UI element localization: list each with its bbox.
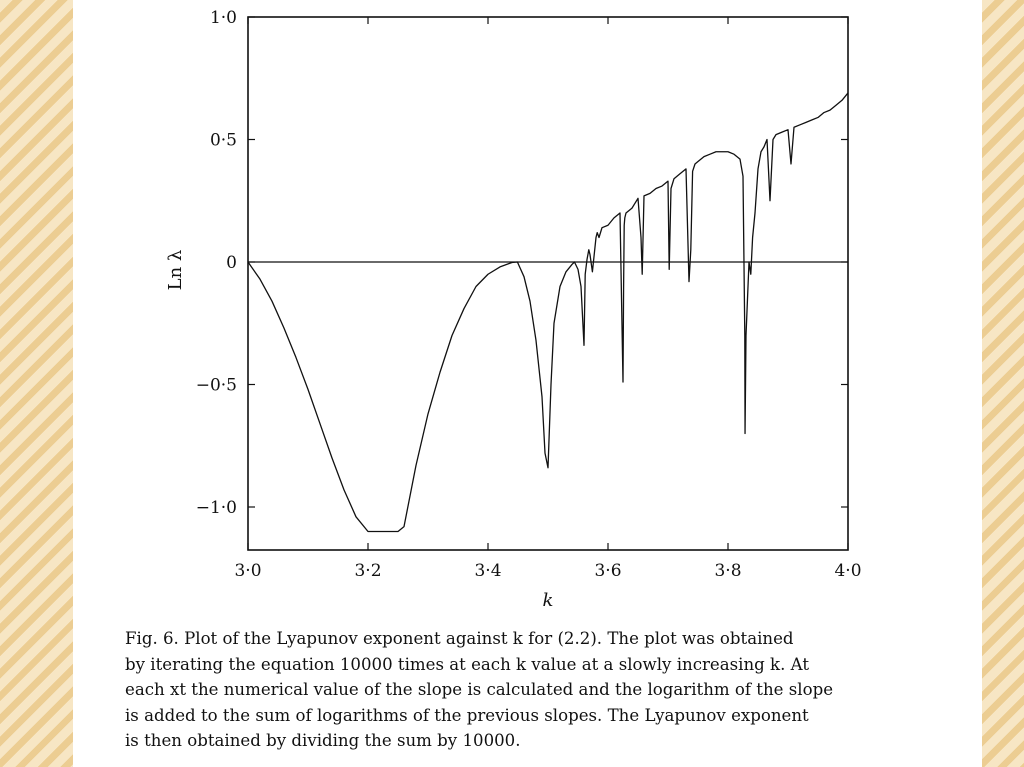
y-axis-title: Ln λ bbox=[165, 250, 186, 291]
y-tick-label: 1·0 bbox=[210, 8, 237, 28]
y-tick-label: 0 bbox=[226, 253, 237, 273]
x-tick-label: 3·2 bbox=[354, 561, 381, 581]
y-tick-label: 0·5 bbox=[210, 131, 237, 151]
y-tick-label: −0·5 bbox=[196, 376, 237, 396]
y-axis-ticks: 1·0 0·5 0 −0·5 −1·0 bbox=[196, 8, 848, 518]
plot-frame bbox=[247, 16, 849, 551]
x-tick-label: 3·6 bbox=[594, 561, 621, 581]
y-tick-label: −1·0 bbox=[196, 498, 237, 518]
caption-line: Fig. 6. Plot of the Lyapunov exponent ag… bbox=[125, 629, 794, 648]
caption-line: is then obtained by dividing the sum by … bbox=[125, 731, 521, 751]
right-decorative-stripes bbox=[982, 0, 1024, 767]
x-axis-ticks: 3·0 3·2 3·4 3·6 3·8 4·0 bbox=[234, 17, 862, 581]
x-axis-title: k bbox=[543, 590, 554, 611]
lyapunov-series-line bbox=[248, 92, 848, 533]
x-tick-label: 3·0 bbox=[234, 561, 261, 581]
figure-caption: Fig. 6. Plot of the Lyapunov exponent ag… bbox=[125, 626, 979, 754]
slide: 3·0 3·2 3·4 3·6 3·8 4·0 1·0 0·5 0 −0·5 −1·0 k Ln … bbox=[73, 0, 982, 767]
caption-line: is added to the sum of logarithms of the… bbox=[125, 705, 809, 725]
x-tick-label: 3·4 bbox=[474, 561, 501, 581]
caption-line: each xt the numerical value of the slope… bbox=[125, 680, 834, 700]
lyapunov-chart: 3·0 3·2 3·4 3·6 3·8 4·0 1·0 0·5 0 −0·5 −1·0 k Ln … bbox=[165, 8, 862, 611]
x-tick-label: 3·8 bbox=[714, 561, 741, 581]
left-decorative-stripes bbox=[0, 0, 73, 767]
x-tick-label: 4·0 bbox=[834, 561, 861, 581]
caption-line: by iterating the equation 10000 times at… bbox=[125, 654, 810, 674]
